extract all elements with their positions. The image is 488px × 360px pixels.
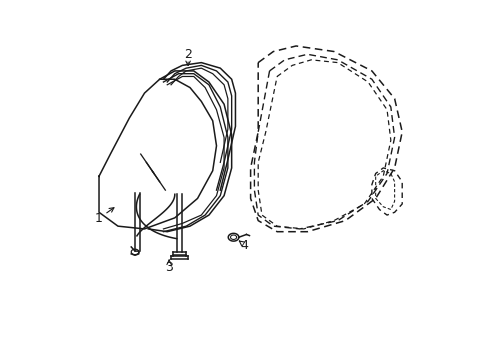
Text: 2: 2 — [184, 48, 192, 61]
Text: 3: 3 — [165, 261, 173, 274]
Text: 1: 1 — [95, 212, 103, 225]
Text: 4: 4 — [240, 239, 248, 252]
